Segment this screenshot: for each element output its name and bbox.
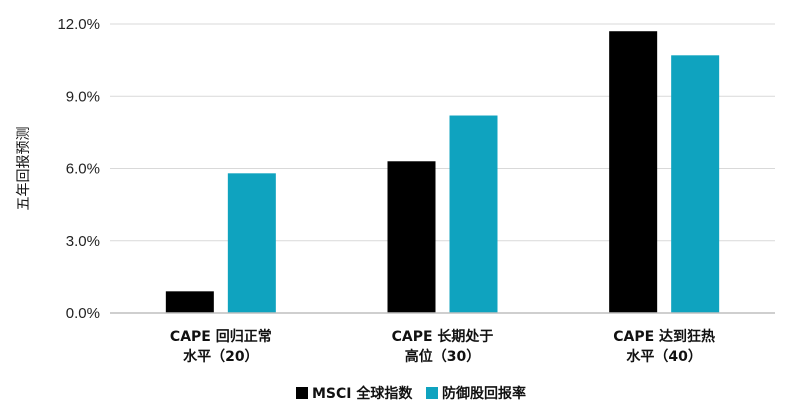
bar-defensive-2 (671, 55, 720, 313)
y-tick-label: 12.0% (57, 16, 100, 33)
legend-label-0: MSCI 全球指数 (312, 385, 413, 402)
bar-msci-2 (609, 31, 658, 313)
legend-swatch-0 (296, 387, 308, 399)
legend: MSCI 全球指数 防御股回报率 (296, 385, 526, 402)
legend-label-1: 防御股回报率 (442, 385, 526, 402)
x-tick-label: CAPE 回归正常 (170, 328, 272, 345)
x-tick-label: 水平（20） (183, 348, 258, 365)
bar-defensive-0 (227, 173, 276, 313)
x-tick-label: 高位（30） (405, 348, 480, 365)
y-axis-label: 五年回报预测 (16, 127, 32, 211)
bars (165, 31, 720, 314)
bar-msci-1 (387, 161, 436, 313)
y-tick-label: 6.0% (66, 161, 100, 178)
x-tick-label: CAPE 达到狂热 (613, 328, 715, 345)
y-tick-label: 0.0% (66, 305, 100, 322)
bar-msci-0 (165, 291, 214, 313)
y-tick-label: 9.0% (66, 88, 100, 105)
bar-defensive-1 (449, 115, 498, 314)
gridlines (110, 23, 775, 242)
x-tick-label: CAPE 长期处于 (392, 328, 494, 345)
y-tick-label: 3.0% (66, 233, 100, 250)
x-tick-label: 水平（40） (626, 348, 701, 365)
legend-swatch-1 (426, 387, 438, 399)
